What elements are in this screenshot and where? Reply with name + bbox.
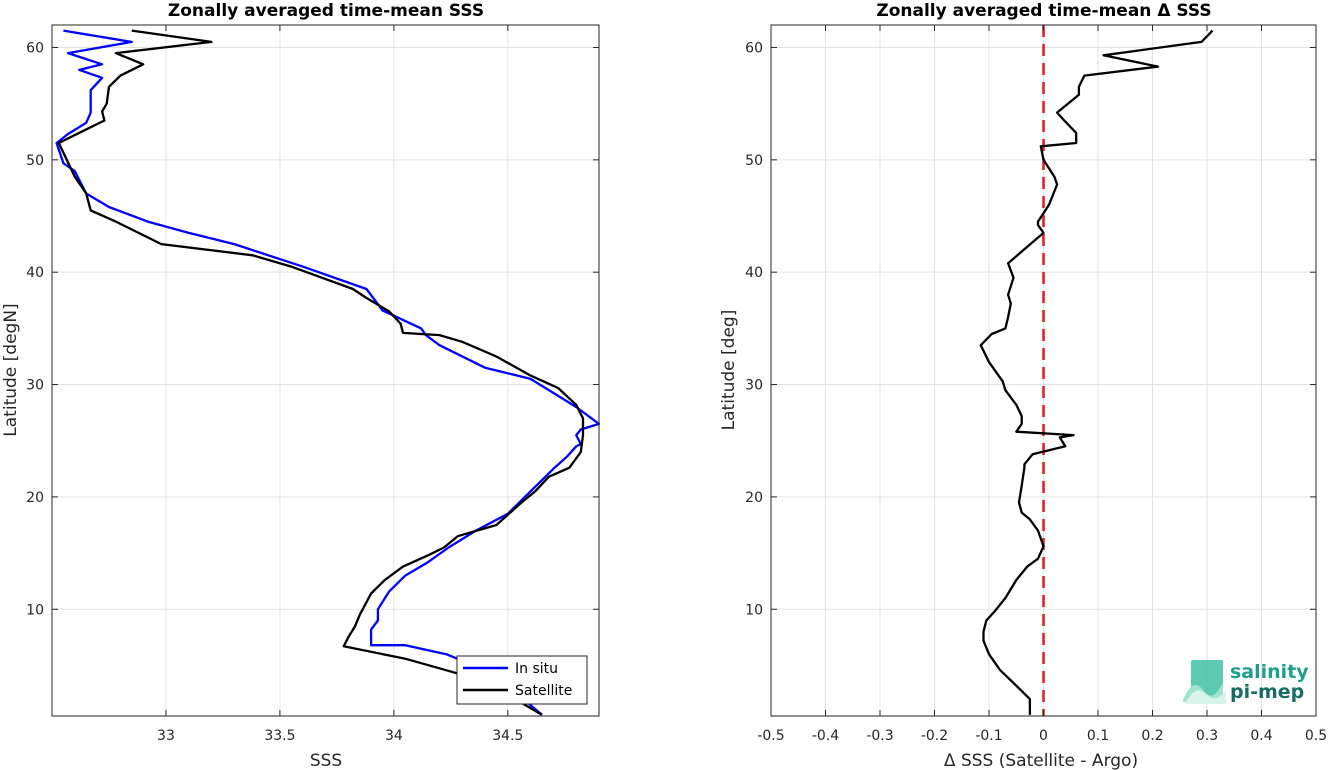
- grid-sss: [52, 25, 599, 716]
- x-axis-label-sss: SSS: [310, 751, 342, 770]
- logo-line2: pi-mep: [1230, 681, 1304, 703]
- y-tick-label-sss: 40: [26, 265, 44, 281]
- legend-label-satellite: Satellite: [515, 683, 572, 699]
- series-line-delta-sss: [979, 29, 1214, 715]
- x-tick-label-sss: 33: [157, 728, 175, 744]
- x-tick-label-delta-sss: -0.3: [866, 728, 893, 744]
- legend-label-in-situ: In situ: [515, 661, 558, 677]
- y-axis-label-delta-sss: Latitude [deg]: [719, 310, 739, 431]
- y-tick-label-sss: 60: [26, 40, 44, 56]
- logo-line1: salinity: [1230, 661, 1309, 683]
- x-tick-label-delta-sss: -0.4: [812, 728, 839, 744]
- chart-title-delta-sss: Zonally averaged time-mean Δ SSS: [876, 1, 1211, 21]
- series-line-in-situ: [55, 29, 601, 716]
- y-axis-label-sss: Latitude [degN]: [1, 303, 21, 436]
- axes-frame-sss: [51, 24, 600, 717]
- y-tick-label-delta-sss: 10: [745, 602, 763, 618]
- legend: In situ Satellite: [456, 655, 588, 705]
- panel-delta-sss: -0.5 -0.4 -0.3 -0.2 -0.1 0 0.1 0.2 0.3 0.4 0.5 10 20…: [719, 1, 1327, 770]
- chart-title-sss: Zonally averaged time-mean SSS: [168, 1, 484, 21]
- x-tick-label-delta-sss: 0.3: [1196, 728, 1218, 744]
- legend-box: [456, 655, 588, 705]
- x-axis-label-delta-sss: Δ SSS (Satellite - Argo): [944, 751, 1138, 770]
- x-tick-label-delta-sss: 0.5: [1305, 728, 1327, 744]
- series-sss: [55, 29, 601, 716]
- y-tick-label-sss: 10: [26, 602, 44, 618]
- x-tick-label-delta-sss: -0.5: [757, 728, 784, 744]
- salinity-pi-mep-logo: salinity pi-mep: [1183, 660, 1309, 704]
- x-tick-label-delta-sss: 0.2: [1141, 728, 1163, 744]
- series-delta-sss: [979, 29, 1214, 715]
- y-tick-label-delta-sss: 40: [745, 265, 763, 281]
- x-tick-label-sss: 34: [385, 728, 403, 744]
- x-tick-label-delta-sss: -0.1: [975, 728, 1002, 744]
- x-tick-label-sss: 33.5: [264, 728, 295, 744]
- x-tick-label-delta-sss: -0.2: [921, 728, 948, 744]
- panel-sss: 33 33.5 34 34.5 10 20 30 40 50 60 Zonally average…: [1, 1, 601, 770]
- logo-wave-icon: [1183, 660, 1226, 704]
- y-tick-label-delta-sss: 20: [745, 490, 763, 506]
- x-tick-label-delta-sss: 0: [1039, 728, 1048, 744]
- y-tick-label-delta-sss: 30: [745, 378, 763, 394]
- x-tick-label-sss: 34.5: [492, 728, 523, 744]
- x-tick-label-delta-sss: 0.4: [1250, 728, 1272, 744]
- y-tick-label-delta-sss: 60: [745, 40, 763, 56]
- y-tick-label-sss: 30: [26, 378, 44, 394]
- y-tick-label-sss: 20: [26, 490, 44, 506]
- y-tick-label-sss: 50: [26, 153, 44, 169]
- ticks-delta-sss: -0.5 -0.4 -0.3 -0.2 -0.1 0 0.1 0.2 0.3 0.4 0.5 10 20…: [745, 25, 1327, 744]
- x-tick-label-delta-sss: 0.1: [1087, 728, 1109, 744]
- ticks-sss: 33 33.5 34 34.5 10 20 30 40 50 60: [26, 25, 599, 744]
- y-tick-label-delta-sss: 50: [745, 153, 763, 169]
- series-line-satellite: [57, 29, 585, 716]
